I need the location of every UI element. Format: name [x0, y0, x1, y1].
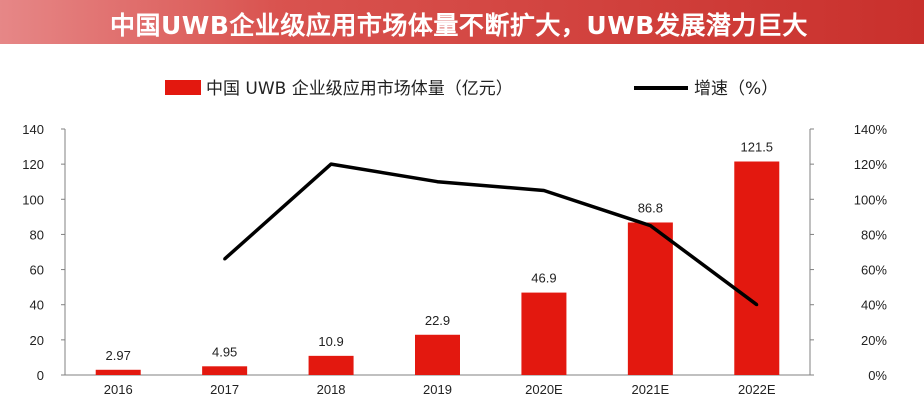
data-label-2022E: 121.5	[741, 140, 774, 155]
y-tick-label-right: 140%	[854, 122, 888, 137]
y-tick-label-left: 0	[37, 368, 44, 383]
y-tick-label-right: 120%	[854, 157, 888, 172]
y-tick-label-left: 60	[30, 263, 44, 278]
bar-2021E	[627, 222, 673, 375]
bar-2019	[415, 334, 460, 375]
x-tick-label: 2019	[423, 382, 452, 397]
data-label-2018: 10.9	[318, 334, 343, 349]
y-tick-label-right: 20%	[861, 333, 887, 348]
legend: 中国 UWB 企业级应用市场体量（亿元） 增速（%）	[165, 79, 778, 99]
data-label-2019: 22.9	[425, 313, 450, 328]
y-tick-label-right: 0%	[868, 368, 887, 383]
y-tick-label-right: 80%	[861, 227, 887, 242]
data-label-2017: 4.95	[212, 344, 237, 359]
y-tick-label-left: 100	[22, 192, 44, 207]
growth-point-2018	[329, 162, 333, 166]
y-tick-label-right: 100%	[854, 192, 888, 207]
x-tick-label: 2018	[317, 382, 346, 397]
x-tick-label: 2022E	[738, 382, 776, 397]
growth-point-2022E	[755, 303, 759, 307]
y-tick-label-left: 20	[30, 333, 44, 348]
bar-2016	[95, 369, 141, 375]
y-tick-label-right: 60%	[861, 263, 887, 278]
legend-label-bar: 中国 UWB 企业级应用市场体量（亿元）	[206, 79, 513, 99]
growth-point-2020E	[542, 189, 546, 192]
growth-point-2017	[223, 257, 227, 261]
legend-label-line: 增速（%）	[694, 79, 778, 99]
data-label-2016: 2.97	[106, 348, 131, 363]
y-tick-label-right: 40%	[861, 298, 887, 313]
bar-2020E	[521, 292, 567, 375]
y-tick-label-left: 40	[30, 298, 44, 313]
growth-point-2021E	[648, 224, 652, 228]
bar-2017	[202, 366, 248, 375]
data-label-2021E: 86.8	[638, 200, 663, 215]
x-tick-label: 2021E	[632, 382, 670, 397]
growth-rate-line	[223, 162, 758, 307]
bar-2018	[308, 355, 354, 375]
y-tick-label-left: 140	[22, 122, 44, 137]
y-tick-label-left: 80	[30, 227, 44, 242]
growth-point-2019	[436, 180, 439, 184]
x-tick-label: 2016	[104, 382, 133, 397]
bar-2022E	[734, 161, 780, 375]
page-title: 中国UWB企业级应用市场体量不断扩大，UWB发展潜力巨大	[110, 11, 808, 40]
legend-swatch-bar	[165, 80, 201, 95]
x-tick-label: 2017	[210, 382, 239, 397]
data-label-2020E: 46.9	[531, 271, 556, 286]
x-tick-label: 2020E	[525, 382, 563, 397]
y-tick-label-left: 120	[22, 157, 44, 172]
title-banner: 中国UWB企业级应用市场体量不断扩大，UWB发展潜力巨大	[0, 0, 924, 44]
